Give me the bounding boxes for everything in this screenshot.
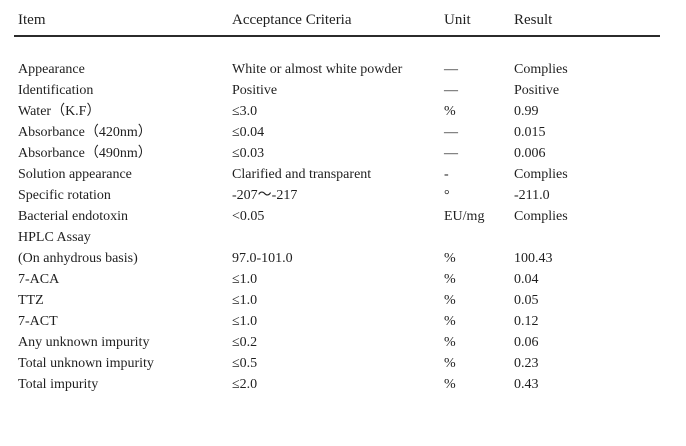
cell-result: 0.05 <box>514 293 539 308</box>
cell-item: (On anhydrous basis) <box>18 251 138 266</box>
table-row: Absorbance（420nm） ≤0.04 — 0.015 <box>14 122 660 143</box>
cell-criteria: Clarified and transparent <box>232 167 372 182</box>
table-row: Appearance White or almost white powder … <box>14 36 660 80</box>
cell-result: 0.04 <box>514 272 539 287</box>
cell-unit: % <box>444 104 456 119</box>
cell-criteria: ≤1.0 <box>232 272 258 287</box>
cell-item: Absorbance（490nm） <box>18 146 152 161</box>
table-row: Any unknown impurity ≤0.2 % 0.06 <box>14 332 660 353</box>
cell-unit: % <box>444 293 456 308</box>
table-row: TTZ ≤1.0 % 0.05 <box>14 290 660 311</box>
cell-unit: % <box>444 377 456 392</box>
column-header-criteria: Acceptance Criteria <box>228 12 440 37</box>
cell-result: Complies <box>514 209 568 224</box>
cell-unit: % <box>444 356 456 371</box>
cell-result: 0.006 <box>514 146 546 161</box>
document-page: Item Acceptance Criteria Unit Result App… <box>14 12 660 395</box>
cell-item: Total unknown impurity <box>18 356 154 371</box>
cell-result: Positive <box>514 83 560 98</box>
cell-criteria: ≤1.0 <box>232 314 258 329</box>
cell-criteria: White or almost white powder <box>232 62 403 77</box>
table-row: HPLC Assay <box>14 227 660 248</box>
cell-criteria: <0.05 <box>232 209 265 224</box>
cell-item: Appearance <box>18 62 85 77</box>
table-body: Appearance White or almost white powder … <box>14 36 660 395</box>
cell-unit: - <box>444 167 449 182</box>
cell-item: 7-ACA <box>18 272 60 287</box>
cell-criteria: ≤3.0 <box>232 104 258 119</box>
cell-item: HPLC Assay <box>18 230 91 245</box>
cell-result <box>510 227 660 248</box>
cell-result: 0.99 <box>514 104 539 119</box>
cell-result: 0.43 <box>514 377 539 392</box>
cell-unit <box>440 227 510 248</box>
cell-unit: — <box>444 62 458 77</box>
cell-item: Any unknown impurity <box>18 335 150 350</box>
cell-item: Solution appearance <box>18 167 132 182</box>
cell-criteria: ≤0.03 <box>232 146 265 161</box>
cell-item: Water（K.F） <box>18 104 101 119</box>
cell-criteria: -207～-217 <box>232 188 298 203</box>
column-header-result: Result <box>510 12 660 37</box>
table-row: Absorbance（490nm） ≤0.03 — 0.006 <box>14 143 660 164</box>
table-row: Identification Positive — Positive <box>14 80 660 101</box>
cell-unit: EU/mg <box>444 209 485 224</box>
cell-unit: % <box>444 251 456 266</box>
cell-result: 0.23 <box>514 356 539 371</box>
table-row: Water（K.F） ≤3.0 % 0.99 <box>14 101 660 122</box>
table-row: (On anhydrous basis) 97.0-101.0 % 100.43 <box>14 248 660 269</box>
table-row: Total impurity ≤2.0 % 0.43 <box>14 374 660 395</box>
cell-item: Absorbance（420nm） <box>18 125 152 140</box>
cell-result: Complies <box>514 62 568 77</box>
cell-unit: — <box>444 125 458 140</box>
acceptance-criteria-table: Item Acceptance Criteria Unit Result App… <box>14 12 660 395</box>
cell-result: 0.06 <box>514 335 539 350</box>
cell-unit: — <box>444 146 458 161</box>
table-row: 7-ACA ≤1.0 % 0.04 <box>14 269 660 290</box>
cell-item: Bacterial endotoxin <box>18 209 129 224</box>
cell-criteria: ≤2.0 <box>232 377 258 392</box>
cell-criteria: ≤0.04 <box>232 125 265 140</box>
table-row: Total unknown impurity ≤0.5 % 0.23 <box>14 353 660 374</box>
cell-item: Total impurity <box>18 377 99 392</box>
table-row: Bacterial endotoxin <0.05 EU/mg Complies <box>14 206 660 227</box>
column-header-item: Item <box>14 12 228 37</box>
cell-unit: % <box>444 335 456 350</box>
table-row: 7-ACT ≤1.0 % 0.12 <box>14 311 660 332</box>
cell-item: TTZ <box>18 293 44 308</box>
cell-unit: ° <box>444 188 450 203</box>
cell-result: 0.015 <box>514 125 546 140</box>
cell-item: Identification <box>18 83 94 98</box>
cell-criteria: ≤1.0 <box>232 293 258 308</box>
cell-criteria: 97.0-101.0 <box>232 251 293 266</box>
cell-unit: % <box>444 314 456 329</box>
cell-criteria: ≤0.5 <box>232 356 258 371</box>
cell-result: 0.12 <box>514 314 539 329</box>
table-row: Solution appearance Clarified and transp… <box>14 164 660 185</box>
cell-unit: % <box>444 272 456 287</box>
column-header-unit: Unit <box>440 12 510 37</box>
cell-criteria: ≤0.2 <box>232 335 258 350</box>
table-header-row: Item Acceptance Criteria Unit Result <box>14 12 660 37</box>
cell-result: 100.43 <box>514 251 553 266</box>
table-row: Specific rotation -207～-217 ° -211.0 <box>14 185 660 206</box>
cell-result: -211.0 <box>514 188 550 203</box>
cell-result: Complies <box>514 167 568 182</box>
cell-criteria <box>228 227 440 248</box>
cell-item: 7-ACT <box>18 314 58 329</box>
cell-item: Specific rotation <box>18 188 111 203</box>
cell-criteria: Positive <box>232 83 278 98</box>
cell-unit: — <box>444 83 458 98</box>
